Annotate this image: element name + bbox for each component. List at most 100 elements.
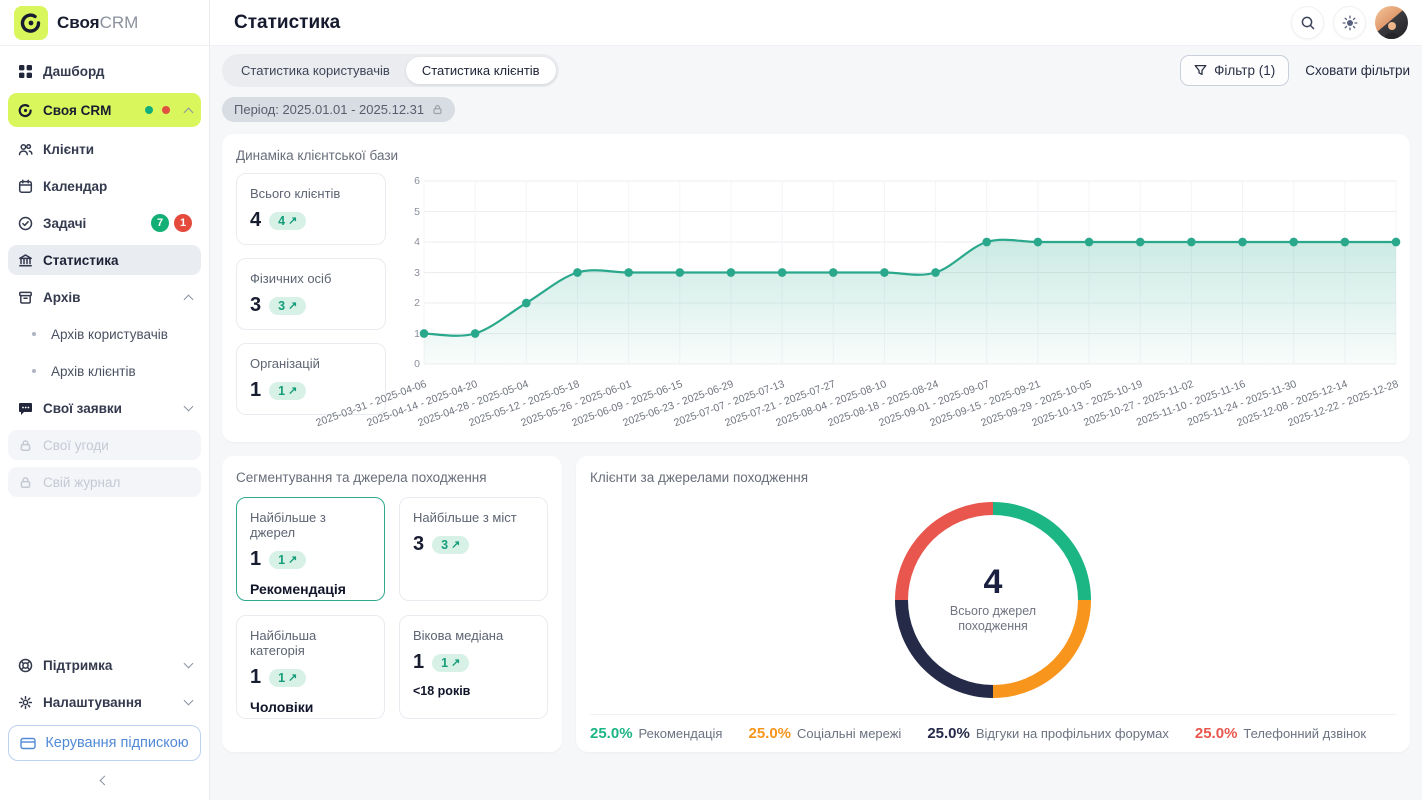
sidebar-item-label: Свої заявки: [43, 401, 122, 416]
sidebar-item-settings[interactable]: Налаштування: [8, 687, 201, 717]
funnel-icon: [1194, 64, 1207, 77]
chevron-down-icon: [184, 659, 194, 669]
period-filter-chip[interactable]: Період: 2025.01.01 - 2025.12.31: [222, 97, 455, 122]
sidebar-item-label: Своя CRM: [43, 103, 111, 118]
line-chart-y-axis: 0123456: [402, 173, 424, 368]
sidebar-item-calendar[interactable]: Календар: [8, 171, 201, 201]
legend-pct: 25.0%: [748, 725, 791, 742]
chevron-up-icon: [184, 107, 194, 117]
brand-logo-icon: [14, 6, 48, 40]
lock-icon: [17, 439, 34, 452]
avatar[interactable]: [1375, 6, 1408, 39]
filter-button[interactable]: Фільтр (1): [1180, 55, 1289, 86]
users-icon: [17, 142, 34, 157]
bank-icon: [17, 253, 34, 268]
sidebar-item-label: Клієнти: [43, 142, 94, 157]
gear-icon: [17, 695, 34, 710]
segment-card-top-category[interactable]: Найбільша категорія 1 1↗ Чоловіки: [236, 615, 385, 719]
line-chart: 0123456 2025-03-31 - 2025-04-062025-04-1…: [402, 173, 1396, 436]
y-axis-label: 2: [414, 297, 420, 309]
main-area: Статистика Статистика користувачів Стати…: [210, 0, 1422, 800]
theme-toggle-button[interactable]: [1333, 6, 1366, 39]
legend-item: 25.0%Відгуки на профільних форумах: [927, 725, 1169, 742]
content: Статистика користувачів Статистика клієн…: [210, 46, 1422, 752]
legend-pct: 25.0%: [590, 725, 633, 742]
dynamics-title: Динаміка клієнтської бази: [236, 148, 1396, 163]
chevron-down-icon: [184, 402, 194, 412]
sidebar-item-statistics[interactable]: Статистика: [8, 245, 201, 275]
sidebar-item-label: Підтримка: [43, 658, 112, 673]
brand-name: СвояCRM: [57, 13, 138, 33]
sidebar-bottom: Підтримка Налаштування Керування підписк…: [0, 642, 209, 800]
sidebar: СвояCRM Дашборд Своя CRM Клієнти: [0, 0, 210, 800]
sidebar-item-label: Архів клієнтів: [51, 364, 136, 379]
y-axis-label: 1: [414, 328, 420, 340]
y-axis-label: 5: [414, 206, 420, 218]
sun-icon: [1342, 15, 1358, 31]
support-icon: [17, 658, 34, 673]
line-chart-x-axis: 2025-03-31 - 2025-04-062025-04-14 - 2025…: [424, 374, 1396, 436]
trend-badge: 1↗: [269, 669, 306, 687]
trend-up-icon: ↗: [288, 299, 297, 312]
donut-legend: 25.0%Рекомендація25.0%Соціальні мережі25…: [590, 714, 1396, 742]
collapse-sidebar-icon[interactable]: [100, 776, 110, 786]
sidebar-item-label: Налаштування: [43, 695, 142, 710]
archive-icon: [17, 290, 34, 305]
sidebar-item-archive-clients[interactable]: Архів клієнтів: [8, 356, 201, 386]
sidebar-item-tasks[interactable]: Задачі 7 1: [8, 208, 201, 238]
dynamics-card: Динаміка клієнтської бази Всього клієнті…: [222, 134, 1410, 442]
sidebar-item-label: Архів користувачів: [51, 327, 168, 342]
lock-icon: [17, 476, 34, 489]
legend-pct: 25.0%: [1195, 725, 1238, 742]
sidebar-item-support[interactable]: Підтримка: [8, 650, 201, 680]
trend-badge: 4↗: [269, 212, 306, 230]
legend-label: Телефонний дзвінок: [1243, 726, 1366, 741]
sidebar-item-label: Архів: [43, 290, 80, 305]
segmentation-card: Сегментування та джерела походження Найб…: [222, 456, 562, 752]
trend-up-icon: ↗: [451, 538, 460, 551]
segment-card-top-source[interactable]: Найбільше з джерел 1 1↗ Рекомендація: [236, 497, 385, 601]
trend-badge: 3↗: [432, 536, 469, 554]
sidebar-item-archive-users[interactable]: Архів користувачів: [8, 319, 201, 349]
sidebar-item-label: Свої угоди: [43, 438, 109, 453]
segmentation-title: Сегментування та джерела походження: [236, 470, 548, 485]
tabs: Статистика користувачів Статистика клієн…: [222, 54, 559, 87]
trend-up-icon: ↗: [288, 671, 297, 684]
tasks-badge-red: 1: [174, 214, 192, 232]
sidebar-item-archive[interactable]: Архів: [8, 282, 201, 312]
segment-card-age-median[interactable]: Вікова медіана 1 1↗ <18 років: [399, 615, 548, 719]
line-chart-svg: [424, 173, 1396, 368]
legend-item: 25.0%Рекомендація: [590, 725, 722, 742]
sidebar-item-label: Календар: [43, 179, 107, 194]
stat-value: 1: [250, 379, 261, 402]
sidebar-item-label: Статистика: [43, 253, 118, 268]
credit-card-icon: [20, 737, 36, 750]
lock-icon: [432, 104, 443, 115]
sidebar-item-svoya-crm[interactable]: Своя CRM: [8, 93, 201, 127]
search-button[interactable]: [1291, 6, 1324, 39]
crm-swirl-icon: [17, 103, 34, 118]
status-dot-green: [145, 106, 153, 114]
app-window: СвояCRM Дашборд Своя CRM Клієнти: [0, 0, 1422, 800]
sidebar-item-clients[interactable]: Клієнти: [8, 134, 201, 164]
tasks-badge-green: 7: [151, 214, 169, 232]
sidebar-item-dashboard[interactable]: Дашборд: [8, 56, 201, 86]
legend-pct: 25.0%: [927, 725, 970, 742]
segment-card-top-city[interactable]: Найбільше з міст 3 3↗: [399, 497, 548, 601]
sidebar-item-journal-locked: Свій журнал: [8, 467, 201, 497]
check-circle-icon: [17, 216, 34, 231]
hide-filters-link[interactable]: Сховати фільтри: [1305, 63, 1410, 78]
trend-up-icon: ↗: [288, 384, 297, 397]
chevron-down-icon: [184, 696, 194, 706]
manage-subscription-button[interactable]: Керування підпискою: [8, 725, 201, 761]
stat-value: 3: [250, 294, 261, 317]
tab-client-statistics[interactable]: Статистика клієнтів: [406, 57, 556, 84]
status-dot-red: [162, 106, 170, 114]
segment-caption: Рекомендація: [250, 581, 371, 597]
tab-user-statistics[interactable]: Статистика користувачів: [225, 57, 406, 84]
sources-title: Клієнти за джерелами походження: [590, 470, 1396, 485]
trend-up-icon: ↗: [451, 656, 460, 669]
page-title: Статистика: [234, 12, 340, 34]
sidebar-item-requests[interactable]: Свої заявки: [8, 393, 201, 423]
stat-card-total-clients: Всього клієнтів 4 4↗: [236, 173, 386, 245]
